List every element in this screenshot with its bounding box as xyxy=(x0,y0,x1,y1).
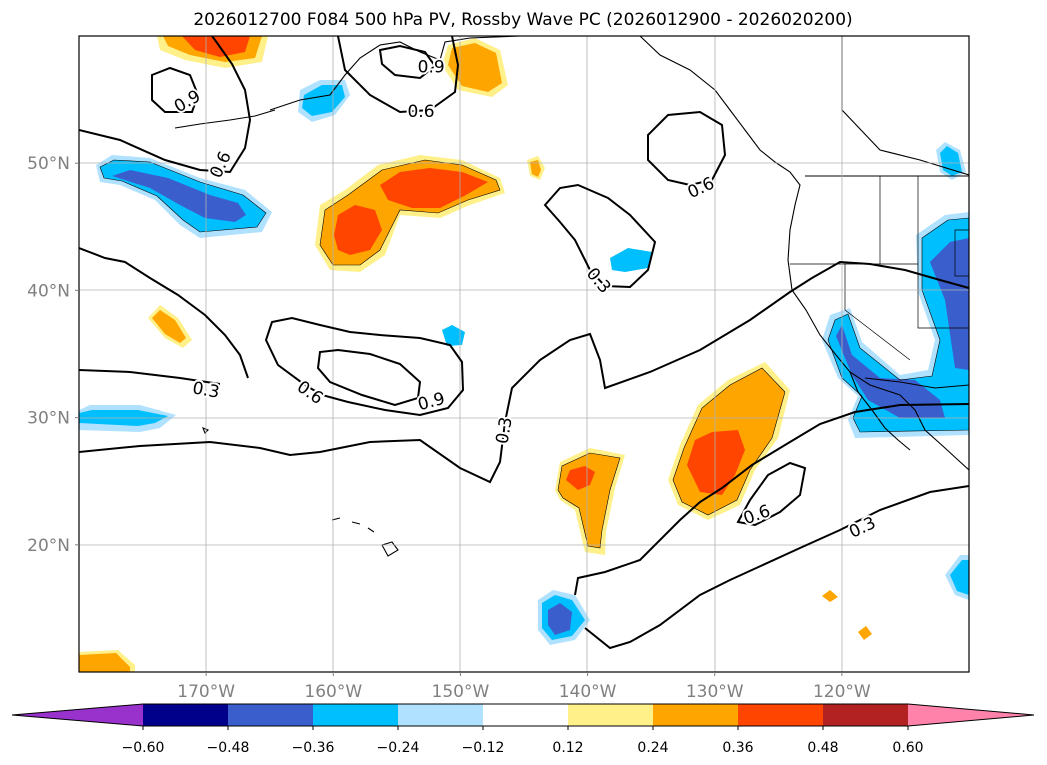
positive-anomaly-midlatitude-max-west xyxy=(334,205,382,255)
filled-anomalies xyxy=(79,36,969,672)
contour-0.6-northwest xyxy=(79,36,252,174)
negative-anomaly-north-core xyxy=(302,85,345,116)
state-borders xyxy=(790,176,969,361)
anomaly-outlines xyxy=(99,159,969,549)
colorbar-segment-2 xyxy=(313,704,398,726)
positive-anomaly-dot-1 xyxy=(822,590,838,602)
outline-east xyxy=(672,367,786,516)
y-axis-ticks: 20°N 30°N 40°N 50°N xyxy=(27,154,79,556)
x-tick-label: 160°W xyxy=(304,682,362,702)
hawaiian-islands xyxy=(331,517,399,557)
positive-anomaly-southwest-core xyxy=(79,653,130,672)
map-layer: 0.90.60.90.60.60.30.3 0.6 0.90.30.6 0.3 xyxy=(79,36,969,672)
aleutian-islands xyxy=(174,109,276,129)
contour-0.3-main xyxy=(79,260,969,484)
outline-midlatitude xyxy=(319,159,501,266)
y-tick-label: 20°N xyxy=(27,536,70,556)
colorbar-tick-label: 0.36 xyxy=(722,740,753,756)
x-tick-label: 170°W xyxy=(177,682,235,702)
colorbar-tick-label: 0.12 xyxy=(552,740,583,756)
colorbar-extend-high xyxy=(908,704,1034,726)
negative-anomaly-california-max xyxy=(930,238,969,370)
colorbar-extend-low xyxy=(12,704,143,726)
contour-0.6-gulf xyxy=(337,36,460,114)
contour-0.6-ne xyxy=(647,110,727,187)
small-island-1 xyxy=(202,427,209,434)
negative-anomaly-northeast-core xyxy=(940,146,962,176)
colorbar-tick-label: 0.24 xyxy=(637,740,668,756)
contour-lines xyxy=(79,36,969,650)
colorbar-segment-0 xyxy=(143,704,228,726)
colorbar-segment-5 xyxy=(568,704,653,726)
outline-northwest xyxy=(99,159,267,233)
contour-0.9-gulf xyxy=(378,44,437,80)
colorbar-tick-label: 0.60 xyxy=(892,740,923,756)
gridlines xyxy=(79,36,969,672)
colorbar-segment-3 xyxy=(398,704,483,726)
colorbar-tick-label: 0.48 xyxy=(807,740,838,756)
colorbar-segment-4 xyxy=(483,704,568,726)
colorbar: −0.60 −0.48 −0.36 −0.24 −0.12 0.12 0.24 0.36 0.4… xyxy=(11,703,1035,756)
contour-0.3-loop xyxy=(543,183,657,289)
y-tick-label: 30°N xyxy=(27,409,70,429)
contour-0.3-south xyxy=(574,403,969,596)
positive-anomaly-midlatitude-max-east xyxy=(380,168,488,208)
positive-anomaly-dot-2 xyxy=(858,626,872,640)
contour-0.3-west xyxy=(79,247,249,379)
baja-peninsula xyxy=(849,371,911,451)
northwest-coast xyxy=(639,36,969,471)
positive-anomaly-subtropic-max xyxy=(566,466,595,490)
negative-anomaly-south-max xyxy=(548,603,572,635)
map-background xyxy=(79,36,969,672)
positive-anomaly-east-max xyxy=(687,430,745,495)
contour-0.9-northwest xyxy=(151,66,200,113)
colorbar-tick-label: −0.60 xyxy=(122,740,165,756)
negative-anomaly-small xyxy=(442,325,465,346)
map-frame xyxy=(78,35,970,673)
contour-label: 0.9 xyxy=(418,58,445,78)
us-mexico-border xyxy=(864,377,969,389)
positive-anomaly-gulf-alaska-core xyxy=(448,43,502,92)
chart-title: 2026012700 F084 500 hPa PV, Rossby Wave … xyxy=(193,10,852,30)
colorbar-tick-label: −0.24 xyxy=(377,740,420,756)
positive-anomaly-small-north-core xyxy=(530,160,541,177)
colorbar-tick-label: −0.48 xyxy=(207,740,250,756)
outline-california xyxy=(827,217,969,433)
positive-anomaly-north-max xyxy=(182,36,250,57)
negative-anomaly-middle xyxy=(610,248,652,272)
contour-0.6-mid xyxy=(264,316,465,417)
positive-anomaly-west-core xyxy=(152,310,186,343)
negative-anomaly-baja-max xyxy=(836,325,945,418)
x-tick-label: 150°W xyxy=(432,682,490,702)
outline-subtropic xyxy=(557,452,621,549)
x-tick-label: 140°W xyxy=(559,682,617,702)
x-tick-label: 120°W xyxy=(813,682,871,702)
contour-0.9-mid xyxy=(316,348,422,407)
negative-anomaly-northwest-max xyxy=(112,170,246,222)
negative-anomaly-southeast-core xyxy=(950,560,969,595)
y-tick-label: 40°N xyxy=(27,281,70,301)
contour-0.3-horizontal xyxy=(79,369,221,385)
colorbar-tick-label: −0.36 xyxy=(292,740,335,756)
colorbar-tick-label: −0.12 xyxy=(462,740,505,756)
colorbar-segment-6 xyxy=(653,704,738,726)
x-tick-label: 130°W xyxy=(686,682,744,702)
colorbar-segment-8 xyxy=(823,704,908,726)
contour-0.6-east-loop xyxy=(736,461,807,527)
colorbar-segment-1 xyxy=(228,704,313,726)
y-tick-label: 50°N xyxy=(27,154,70,174)
alaska-coast xyxy=(269,36,521,111)
contour-0.6-south xyxy=(584,485,969,650)
contour-label: 0.6 xyxy=(407,102,434,122)
x-axis-ticks: 170°W 160°W 150°W 140°W 130°W 120°W xyxy=(177,672,871,702)
colorbar-segment-7 xyxy=(738,704,823,726)
